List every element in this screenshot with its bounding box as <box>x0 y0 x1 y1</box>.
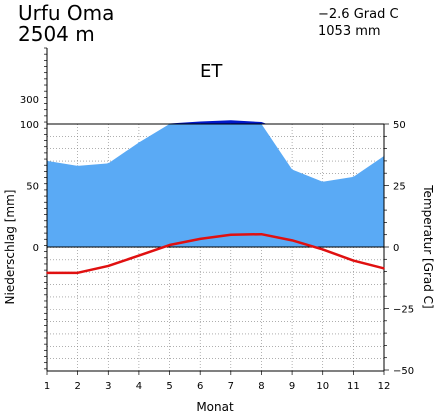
temp-tick-label: 0 <box>393 243 399 254</box>
precipitation-point <box>322 181 324 183</box>
x-tick-label: 5 <box>166 381 172 392</box>
temperature-point <box>352 259 355 262</box>
precipitation-point <box>107 162 109 164</box>
precipitation-area <box>46 120 385 247</box>
temperature-line <box>46 232 385 275</box>
x-tick-label: 7 <box>228 381 234 392</box>
y-axis-label-right: Temperatur [Grad C] <box>421 184 435 308</box>
temperature-point <box>230 233 232 236</box>
x-tick-label: 11 <box>347 381 360 392</box>
temperature-point <box>260 233 263 236</box>
station-name: Urfu Oma <box>18 1 114 25</box>
temp-tick-label: 50 <box>393 120 406 131</box>
precipitation-point <box>352 176 354 178</box>
plot-axes <box>46 48 385 372</box>
temperature-point <box>199 238 201 240</box>
temperature-point <box>291 239 293 242</box>
precip-tick-label: 100 <box>20 120 39 131</box>
temperature-point <box>46 272 48 274</box>
x-tick-label: 8 <box>258 381 264 392</box>
precipitation-perhumid-area <box>165 120 267 124</box>
temperature-point <box>76 272 79 274</box>
precip-tick-label: 50 <box>26 182 39 193</box>
climate-class-label: ET <box>200 61 223 82</box>
temperature-series-line <box>47 232 385 275</box>
temp-tick-label: −25 <box>393 305 414 316</box>
precipitation-point <box>138 141 140 144</box>
x-tick-label: 2 <box>74 381 80 392</box>
temperature-point <box>168 244 171 246</box>
precip-tick-label: 0 <box>33 243 39 254</box>
x-axis-label: Monat <box>196 400 234 414</box>
precipitation-point <box>77 165 79 167</box>
temp-tick-label: −50 <box>393 366 414 377</box>
x-tick-label: 3 <box>105 381 111 392</box>
x-tick-label: 10 <box>316 381 329 392</box>
temperature-point <box>107 265 110 267</box>
x-tick-label: 9 <box>289 381 295 392</box>
precip-tick-label: 300 <box>20 95 39 106</box>
precipitation-point <box>291 168 293 171</box>
temp-tick-label: 25 <box>393 182 406 193</box>
x-tick-label: 6 <box>197 381 203 392</box>
temperature-point <box>321 248 324 251</box>
x-tick-label: 12 <box>378 381 391 392</box>
y-axis-label-left: Niederschlag [mm] <box>3 190 17 305</box>
temperature-point <box>383 267 385 270</box>
precipitation-humid-area <box>47 124 384 247</box>
mean-temperature: −2.6 Grad C <box>318 7 399 22</box>
x-tick-label: 4 <box>136 381 142 392</box>
temperature-point <box>138 254 140 257</box>
annual-precipitation: 1053 mm <box>318 24 381 39</box>
station-altitude: 2504 m <box>18 22 95 46</box>
x-tick-label: 1 <box>44 381 50 392</box>
